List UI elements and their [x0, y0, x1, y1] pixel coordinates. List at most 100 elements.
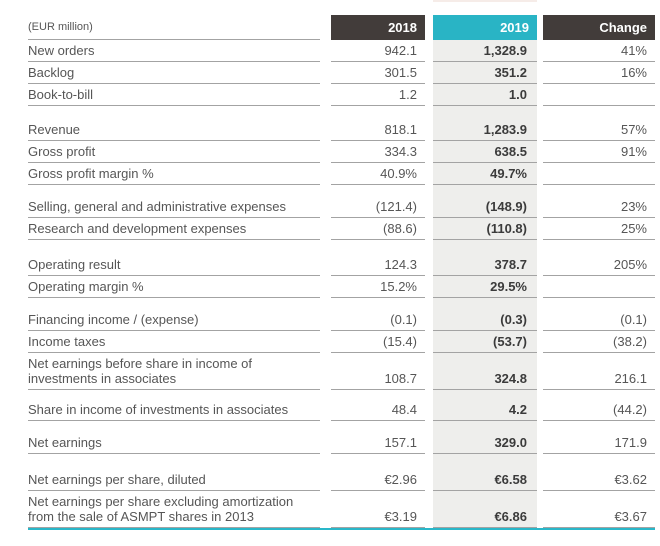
table-row: Revenue 818.1 1,283.9 57%	[28, 119, 655, 141]
cell-change: 41%	[543, 40, 655, 62]
column-gap	[320, 276, 331, 298]
cell-2019: 49.7%	[433, 163, 537, 185]
financial-table: (EUR million) 2018 2019 Change New order…	[28, 0, 655, 530]
row-label: Operating result	[28, 254, 320, 276]
column-gap	[425, 119, 433, 141]
cell-2019: 1.0	[433, 84, 537, 106]
row-label: Backlog	[28, 62, 320, 84]
cell-2019: (53.7)	[433, 331, 537, 353]
table-row: Net earnings per share, diluted €2.96 €6…	[28, 469, 655, 491]
table-row: New orders 942.1 1,328.9 41%	[28, 40, 655, 62]
column-gap	[320, 84, 331, 106]
cell-2018: 157.1	[331, 432, 425, 454]
column-gap	[425, 399, 433, 421]
column-gap	[320, 163, 331, 185]
table-row: Selling, general and administrative expe…	[28, 196, 655, 218]
cell-change: €3.67	[543, 491, 655, 528]
group-separator	[28, 185, 655, 196]
column-gap	[425, 254, 433, 276]
cell-change: 16%	[543, 62, 655, 84]
table-row: Income taxes (15.4) (53.7) (38.2)	[28, 331, 655, 353]
cell-2019: 638.5	[433, 141, 537, 163]
cell-2019: €6.58	[433, 469, 537, 491]
table-row: Share in income of investments in associ…	[28, 399, 655, 421]
column-gap	[320, 331, 331, 353]
cell-2018: 301.5	[331, 62, 425, 84]
cell-2019: 351.2	[433, 62, 537, 84]
column-gap	[320, 218, 331, 240]
column-gap	[425, 432, 433, 454]
table-row: Net earnings 157.1 329.0 171.9	[28, 432, 655, 454]
row-label: Net earnings	[28, 432, 320, 454]
row-label: Revenue	[28, 119, 320, 141]
cell-2019: 1,283.9	[433, 119, 537, 141]
cell-2019: 329.0	[433, 432, 537, 454]
cell-2018: 40.9%	[331, 163, 425, 185]
group-separator	[28, 421, 655, 432]
column-gap	[320, 196, 331, 218]
cell-change: 25%	[543, 218, 655, 240]
table-row: Operating result 124.3 378.7 205%	[28, 254, 655, 276]
cell-2019: 378.7	[433, 254, 537, 276]
table-row: Backlog 301.5 351.2 16%	[28, 62, 655, 84]
column-gap	[425, 491, 433, 528]
column-gap	[320, 62, 331, 84]
cell-change: 216.1	[543, 353, 655, 390]
table-row: Operating margin % 15.2% 29.5%	[28, 276, 655, 298]
column-gap	[320, 432, 331, 454]
top-accent-strip	[433, 0, 537, 2]
cell-2019: 324.8	[433, 353, 537, 390]
column-gap	[425, 196, 433, 218]
row-label: Book-to-bill	[28, 84, 320, 106]
row-label: Gross profit	[28, 141, 320, 163]
cell-change: (0.1)	[543, 309, 655, 331]
cell-2019: (148.9)	[433, 196, 537, 218]
column-gap	[320, 469, 331, 491]
cell-change: 91%	[543, 141, 655, 163]
bottom-accent-rule	[28, 528, 655, 530]
column-gap	[425, 15, 433, 40]
group-separator	[28, 454, 655, 469]
column-header-change: Change	[543, 15, 655, 40]
group-separator	[28, 298, 655, 309]
cell-2018: 818.1	[331, 119, 425, 141]
cell-2018: 1.2	[331, 84, 425, 106]
column-gap	[425, 40, 433, 62]
column-gap	[425, 353, 433, 390]
column-gap	[320, 15, 331, 40]
table-row: Book-to-bill 1.2 1.0	[28, 84, 655, 106]
cell-2018: 15.2%	[331, 276, 425, 298]
column-gap	[320, 40, 331, 62]
table-row: Net earnings before share in income of i…	[28, 353, 655, 390]
cell-change	[543, 276, 655, 298]
row-label: Financing income / (expense)	[28, 309, 320, 331]
column-gap	[320, 353, 331, 390]
cell-2019: 29.5%	[433, 276, 537, 298]
row-label: Operating margin %	[28, 276, 320, 298]
group-separator	[28, 240, 655, 254]
cell-2018: 124.3	[331, 254, 425, 276]
cell-change: (44.2)	[543, 399, 655, 421]
cell-2018: (15.4)	[331, 331, 425, 353]
table-row: Gross profit margin % 40.9% 49.7%	[28, 163, 655, 185]
cell-2018: 942.1	[331, 40, 425, 62]
row-label: Income taxes	[28, 331, 320, 353]
cell-2018: 108.7	[331, 353, 425, 390]
cell-2018: (121.4)	[331, 196, 425, 218]
cell-change	[543, 84, 655, 106]
column-gap	[425, 62, 433, 84]
cell-2019: €6.86	[433, 491, 537, 528]
cell-2018: 48.4	[331, 399, 425, 421]
table-header-row: (EUR million) 2018 2019 Change	[28, 15, 655, 40]
cell-2018: 334.3	[331, 141, 425, 163]
row-label: Net earnings before share in income of i…	[28, 353, 320, 390]
row-label: Share in income of investments in associ…	[28, 399, 320, 421]
row-label: New orders	[28, 40, 320, 62]
row-label: Net earnings per share excluding amortiz…	[28, 491, 320, 528]
column-gap	[425, 141, 433, 163]
column-gap	[425, 331, 433, 353]
cell-2019: (0.3)	[433, 309, 537, 331]
unit-label: (EUR million)	[28, 15, 320, 40]
row-label: Gross profit margin %	[28, 163, 320, 185]
